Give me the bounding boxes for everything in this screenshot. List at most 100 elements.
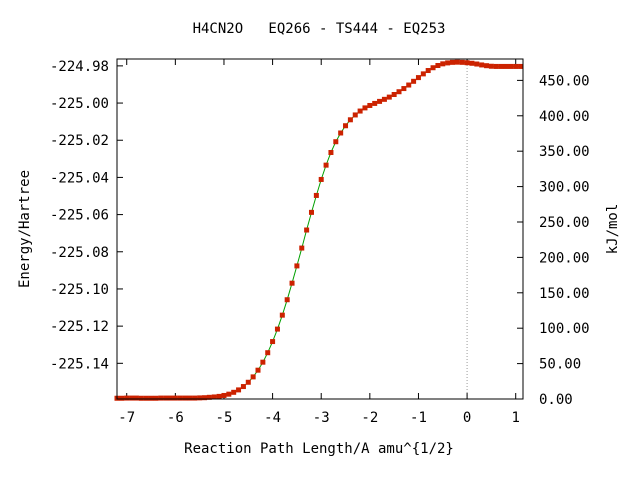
energy-point: [284, 297, 290, 303]
energy-point: [313, 192, 319, 198]
y-axis-label: Energy/Hartree: [17, 170, 33, 288]
energy-point: [333, 139, 339, 145]
energy-point: [231, 389, 237, 395]
energy-point: [304, 227, 310, 233]
energy-point: [245, 379, 251, 385]
energy-point: [454, 59, 460, 65]
energy-point: [167, 395, 173, 401]
plot-frame: [116, 58, 524, 400]
energy-point: [216, 393, 222, 399]
energy-point: [138, 395, 144, 401]
energy-point: [518, 63, 524, 69]
energy-point: [255, 367, 261, 373]
energy-line: [117, 61, 521, 399]
energy-point: [420, 71, 426, 77]
energy-point: [119, 395, 125, 401]
y2-tick-label: 250.00: [539, 215, 590, 231]
energy-point: [279, 312, 285, 318]
energy-point: [343, 123, 349, 129]
energy-point: [381, 96, 387, 102]
energy-point: [250, 374, 256, 380]
energy-point: [318, 176, 324, 182]
y2-tick-label: 0.00: [539, 392, 573, 408]
y-tick-label: -225.06: [50, 208, 109, 224]
y-tick-label: -225.10: [50, 282, 109, 298]
energy-point: [396, 89, 402, 95]
energy-point: [508, 63, 514, 69]
energy-point: [177, 395, 183, 401]
energy-point: [308, 209, 314, 215]
energy-point: [221, 392, 227, 398]
energy-point: [401, 86, 407, 92]
x-tick-label: 0: [463, 410, 471, 426]
energy-point: [158, 395, 164, 401]
energy-point: [148, 395, 154, 401]
x-axis-label: Reaction Path Length/A amu^{1/2}: [184, 441, 454, 457]
y2-tick-label: 450.00: [539, 73, 590, 89]
y-tick-label: -225.14: [50, 356, 109, 372]
energy-point: [449, 59, 455, 65]
energy-point: [294, 263, 300, 269]
energy-point: [503, 63, 509, 69]
x-tick-label: -3: [313, 410, 330, 426]
y-tick-label: -225.00: [50, 96, 109, 112]
energy-point: [323, 162, 329, 168]
energy-point: [240, 384, 246, 390]
energy-point: [386, 94, 392, 100]
energy-point: [328, 150, 334, 156]
energy-point: [182, 395, 188, 401]
energy-point: [299, 245, 305, 251]
energy-point: [484, 63, 490, 69]
energy-series-layer: [114, 59, 524, 401]
energy-point: [289, 280, 295, 286]
energy-point: [187, 395, 193, 401]
energy-point: [459, 59, 465, 65]
energy-point: [357, 108, 363, 114]
energy-point: [440, 61, 446, 67]
y2-axis-label: kJ/mol: [605, 204, 621, 255]
y2-tick-label: 350.00: [539, 144, 590, 160]
energy-point: [367, 102, 373, 108]
energy-point: [488, 63, 494, 69]
energy-point: [153, 395, 159, 401]
y2-tick-label: 300.00: [539, 180, 590, 196]
y-tick-label: -225.08: [50, 245, 109, 261]
energy-point: [425, 68, 431, 74]
energy-point: [211, 394, 217, 400]
y2-tick-label: 400.00: [539, 109, 590, 125]
energy-point: [206, 394, 212, 400]
energy-point: [274, 326, 280, 332]
energy-point: [197, 395, 203, 401]
energy-point: [133, 395, 139, 401]
energy-point: [474, 61, 480, 67]
energy-point: [479, 62, 485, 68]
energy-point: [163, 395, 169, 401]
y-tick-label: -225.02: [50, 133, 109, 149]
energy-point: [192, 395, 198, 401]
energy-point: [513, 63, 519, 69]
chart-title: H4CN2O EQ266 - TS444 - EQ253: [193, 21, 446, 37]
energy-point: [498, 63, 504, 69]
y2-tick-label: 100.00: [539, 321, 590, 337]
energy-point: [236, 387, 242, 393]
energy-point: [362, 105, 368, 111]
energy-point: [415, 75, 421, 81]
x-tick-label: -6: [167, 410, 184, 426]
energy-point: [129, 395, 135, 401]
energy-point: [406, 82, 412, 88]
energy-point: [352, 112, 358, 118]
y-tick-label: -225.12: [50, 319, 109, 335]
energy-point: [338, 130, 344, 136]
x-tick-label: -5: [216, 410, 233, 426]
energy-point: [469, 60, 475, 66]
energy-point: [270, 339, 276, 345]
energy-point: [430, 65, 436, 71]
energy-point: [391, 92, 397, 98]
energy-point: [493, 63, 499, 69]
energy-point: [226, 391, 232, 397]
axis-ticks-layer: -7 -6 -5 -4 -3 -2 -1 0 1 -224.98 -225.00 -225.02 -22…: [50, 59, 590, 426]
energy-point: [347, 117, 353, 123]
energy-point: [265, 350, 271, 356]
energy-point: [372, 100, 378, 106]
